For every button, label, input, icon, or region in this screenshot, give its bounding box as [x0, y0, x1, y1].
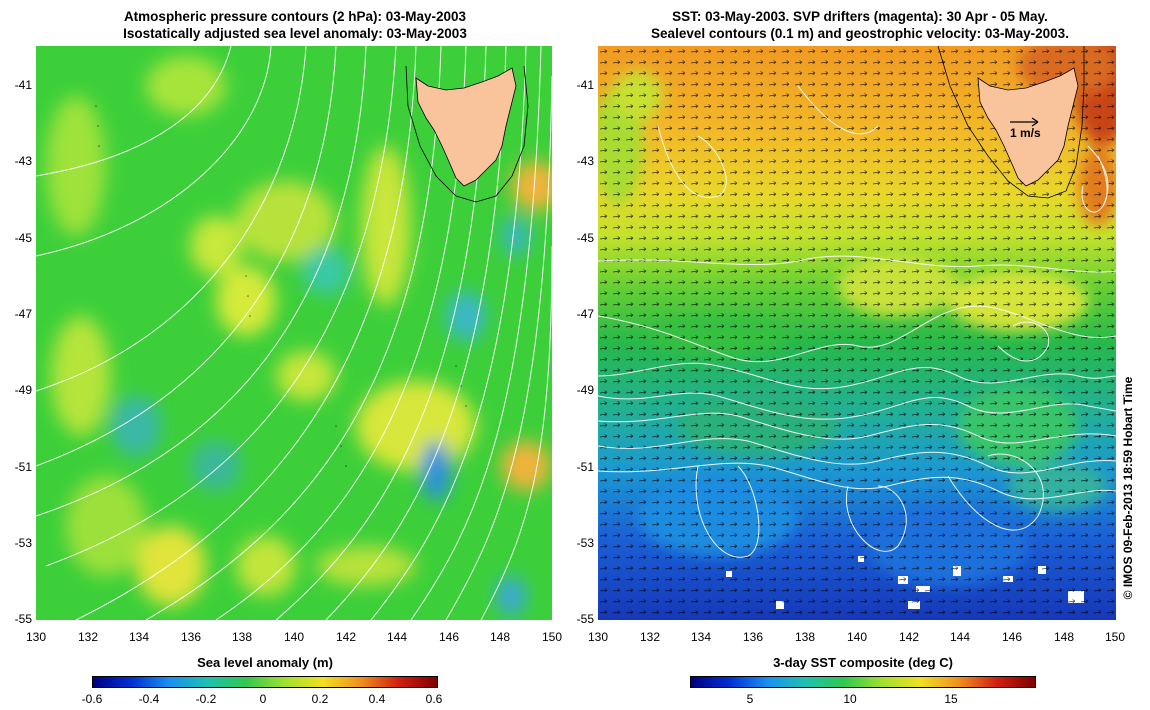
- left-cbtick: -0.2: [195, 692, 217, 706]
- left-xtick: 144: [386, 630, 408, 644]
- right-xtick: 140: [846, 630, 868, 644]
- left-xtick: 132: [77, 630, 99, 644]
- right-colorbar-title: 3-day SST composite (deg C): [773, 655, 953, 670]
- left-title-line2: Isostatically adjusted sea level anomaly…: [123, 26, 467, 41]
- right-ytick: -53: [576, 536, 594, 550]
- left-xtick: 138: [231, 630, 253, 644]
- left-xtick: 142: [335, 630, 357, 644]
- pressure-dots: [95, 105, 467, 467]
- left-xtick: 146: [438, 630, 460, 644]
- left-ytick: -43: [14, 154, 32, 168]
- right-xtick: 146: [1001, 630, 1023, 644]
- right-cbtick: 10: [843, 692, 857, 706]
- left-ytick: -55: [14, 612, 32, 626]
- right-title-line1: SST: 03-May-2003. SVP drifters (magenta)…: [672, 9, 1048, 24]
- left-cbtick: 0.4: [368, 692, 386, 706]
- sealevel-contours: [598, 85, 1116, 558]
- left-title: Atmospheric pressure contours (2 hPa): 0…: [40, 8, 550, 42]
- left-cbtick: -0.4: [138, 692, 160, 706]
- right-xtick: 142: [898, 630, 920, 644]
- left-ytick: -41: [14, 78, 32, 92]
- right-xtick: 130: [587, 630, 609, 644]
- right-xtick: 138: [794, 630, 816, 644]
- right-xtick: 148: [1053, 630, 1075, 644]
- left-cbtick: 0: [259, 692, 267, 706]
- left-ytick: -51: [14, 460, 32, 474]
- right-cbtick: 5: [746, 692, 754, 706]
- shelf-contour: [937, 46, 1085, 199]
- sea-level-anomaly-map[interactable]: [36, 46, 552, 620]
- left-xtick: 134: [128, 630, 150, 644]
- left-xtick: 150: [541, 630, 563, 644]
- shelf-contour: [405, 65, 529, 203]
- right-ytick: -45: [576, 231, 594, 245]
- sst-map[interactable]: 1 m/s: [598, 46, 1116, 620]
- tasmania-land: [977, 67, 1079, 187]
- right-ytick: -51: [576, 460, 594, 474]
- sla-field: [46, 56, 552, 616]
- sst-colorbar: [690, 676, 1036, 688]
- tasmania-land: [415, 67, 517, 187]
- velocity-scale-label: 1 m/s: [1010, 126, 1041, 140]
- left-ytick: -45: [14, 231, 32, 245]
- right-cbtick: 15: [944, 692, 958, 706]
- sst-map-svg: [598, 46, 1116, 620]
- right-xtick: 136: [742, 630, 764, 644]
- right-title-line2: Sealevel contours (0.1 m) and geostrophi…: [651, 26, 1069, 41]
- sla-map-svg: [36, 46, 552, 620]
- left-xtick: 140: [283, 630, 305, 644]
- left-title-line1: Atmospheric pressure contours (2 hPa): 0…: [123, 9, 467, 24]
- right-ytick: -41: [576, 78, 594, 92]
- left-cbtick: 0.6: [425, 692, 443, 706]
- left-xtick: 130: [25, 630, 47, 644]
- left-cbtick: 0.2: [311, 692, 329, 706]
- right-xtick: 134: [690, 630, 712, 644]
- left-xtick: 148: [489, 630, 511, 644]
- right-ytick: -47: [576, 307, 594, 321]
- credit-text: © IMOS 09-Feb-2013 18:59 Hobart Time: [1121, 376, 1135, 600]
- sla-colorbar: [92, 676, 438, 688]
- left-xtick: 136: [180, 630, 202, 644]
- right-ytick: -43: [576, 154, 594, 168]
- right-ytick: -49: [576, 383, 594, 397]
- right-title: SST: 03-May-2003. SVP drifters (magenta)…: [590, 8, 1130, 42]
- left-ytick: -49: [14, 383, 32, 397]
- velocity-scale: [1010, 117, 1039, 127]
- left-ytick: -47: [14, 307, 32, 321]
- left-colorbar-title: Sea level anomaly (m): [197, 655, 333, 670]
- right-xtick: 132: [639, 630, 661, 644]
- right-xtick: 150: [1104, 630, 1126, 644]
- right-xtick: 144: [949, 630, 971, 644]
- left-cbtick: -0.6: [81, 692, 103, 706]
- left-ytick: -53: [14, 536, 32, 550]
- right-ytick: -55: [576, 612, 594, 626]
